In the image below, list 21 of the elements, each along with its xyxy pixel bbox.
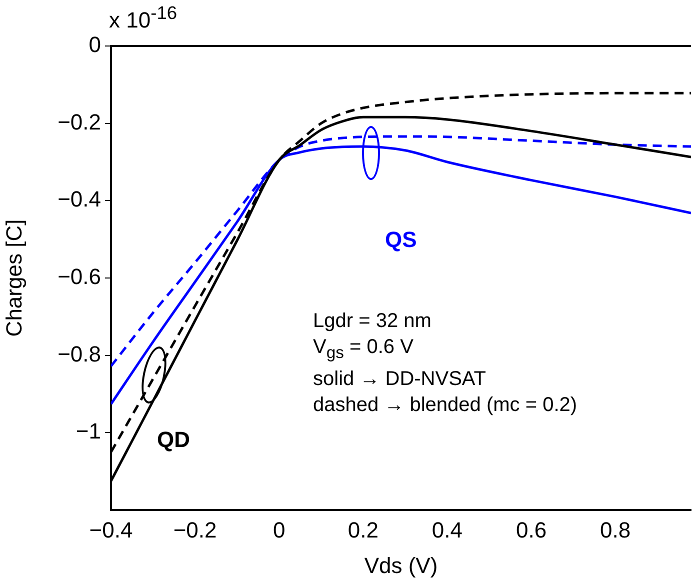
x-tick-label: −0.2	[173, 517, 217, 542]
y-tick-label: 0	[88, 32, 101, 58]
x-tick-label: 0.2	[348, 517, 378, 542]
y-tick-label: −0.6	[58, 264, 101, 290]
annotation: QD	[157, 427, 190, 453]
y-tick-label: −0.4	[58, 186, 101, 212]
annotation: solid → DD-NVSAT	[313, 367, 487, 392]
y-tick-label: −1	[76, 418, 101, 444]
x-tick-label: 0.6	[516, 517, 547, 542]
annotation: dashed → blended (mc = 0.2)	[313, 393, 578, 418]
annotation: QS	[385, 227, 417, 253]
x-tick-label: 0.8	[600, 517, 631, 542]
x-tick-label: 0.4	[432, 517, 463, 542]
y-axis-title: Charges [C]	[1, 219, 26, 337]
x-tick-label: 0	[272, 517, 286, 542]
text: x 10$^{-16}$	[109, 2, 178, 34]
annotation: V$_{gs}$ = 0.6 V	[313, 335, 414, 364]
y-tick-label: −0.2	[58, 109, 101, 134]
x-axis-title: Vds (V)	[364, 552, 438, 578]
y-tick-label: −0.8	[58, 341, 101, 366]
annotation: Lgdr = 32 nm	[313, 309, 432, 334]
